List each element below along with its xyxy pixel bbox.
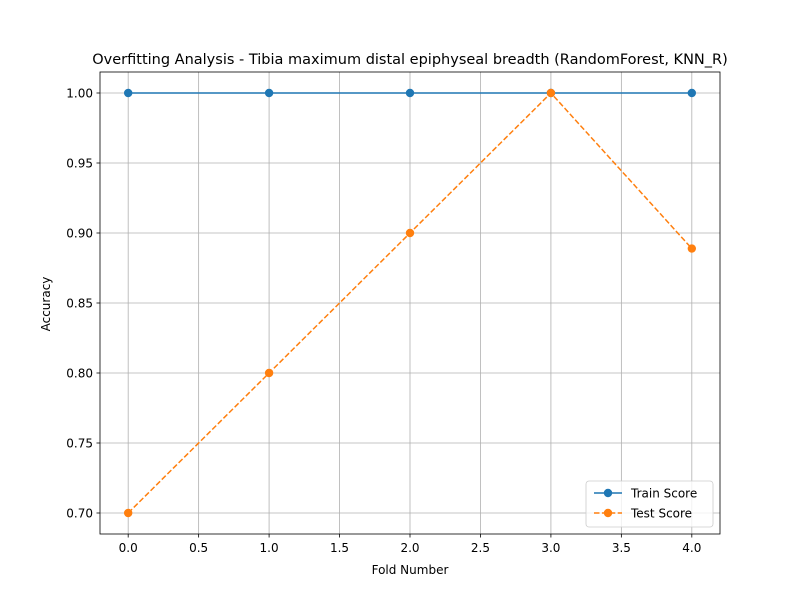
plot-frame — [99, 71, 721, 535]
y-tick-label: 1.00 — [66, 87, 93, 101]
data-point — [687, 244, 697, 253]
chart-title: Overfitting Analysis - Tibia maximum dis… — [92, 52, 728, 68]
x-axis-label: Fold Number — [372, 563, 449, 577]
x-tick-label: 0.5 — [189, 541, 208, 555]
data-point — [264, 88, 274, 98]
data-point — [123, 508, 133, 518]
data-point — [687, 88, 697, 98]
legend: Train Score Test Score — [585, 480, 714, 528]
legend-marker — [603, 508, 613, 518]
legend-entry: Test Score — [594, 507, 692, 521]
data-point — [123, 88, 133, 98]
y-tick-label: 0.95 — [66, 157, 93, 171]
legend-label: Train Score — [630, 487, 697, 501]
y-tick-label: 0.90 — [66, 227, 93, 241]
data-point — [405, 228, 415, 238]
x-tick-label: 1.5 — [330, 541, 349, 555]
y-tick-label: 0.80 — [66, 367, 93, 381]
legend-entry: Train Score — [594, 487, 697, 501]
data-point — [546, 88, 556, 98]
x-tick-label: 2.0 — [400, 541, 419, 555]
x-tick-label: 2.5 — [471, 541, 490, 555]
data-point — [264, 368, 274, 378]
y-axis-label: Accuracy — [39, 277, 53, 332]
data-point — [405, 88, 415, 98]
x-tick-label: 1.0 — [260, 541, 279, 555]
y-tick-label: 0.70 — [66, 507, 93, 521]
x-tick-label: 3.5 — [612, 541, 631, 555]
y-tick-label: 0.85 — [66, 297, 93, 311]
x-tick-label: 0.0 — [119, 541, 138, 555]
x-tick-label: 3.0 — [541, 541, 560, 555]
series-test-score — [123, 88, 697, 518]
y-tick-label: 0.75 — [66, 437, 93, 451]
legend-marker — [603, 488, 613, 498]
x-tick-label: 4.0 — [682, 541, 701, 555]
legend-label: Test Score — [630, 507, 692, 521]
series-layer — [123, 88, 697, 518]
axes: 0.0 0.5 1.0 1.5 2.0 2.5 3.0 3.5 4.0 0.70 0.75 0.80 0… — [66, 71, 721, 555]
